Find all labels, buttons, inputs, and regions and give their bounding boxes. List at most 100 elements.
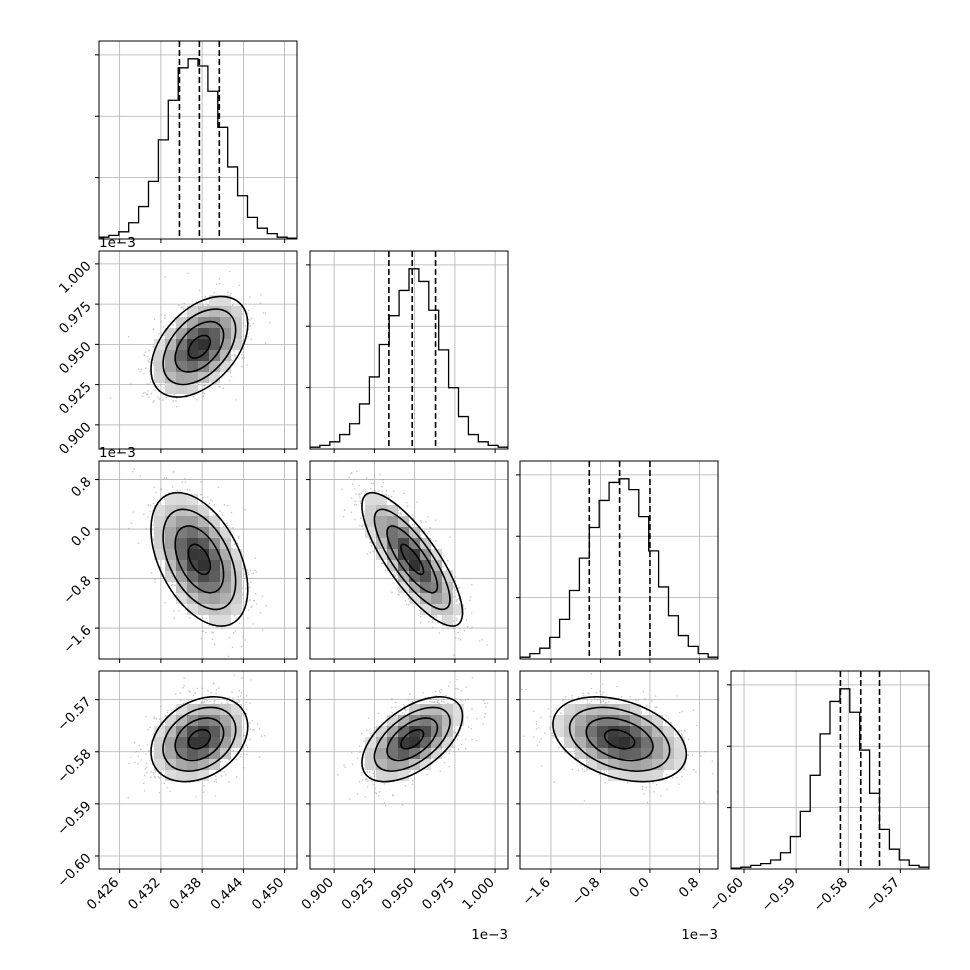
scatter-point [241, 357, 244, 359]
density-cell [220, 571, 231, 582]
scatter-point [142, 782, 145, 785]
density-cell [387, 505, 398, 516]
panel-plot-area [310, 461, 508, 659]
density-cell [154, 505, 165, 516]
contour-line [174, 525, 225, 594]
scatter-point [181, 481, 184, 483]
scatter-point [452, 627, 455, 630]
y-tick-label: 0.975 [56, 298, 95, 337]
density-cell [209, 549, 220, 560]
scatter-point [205, 698, 207, 701]
scatter-point [152, 502, 155, 505]
scatter-point [184, 609, 187, 611]
scatter-point [198, 289, 201, 292]
scatter-point [202, 304, 204, 307]
scatter-point [246, 746, 249, 749]
scatter-point [260, 294, 262, 296]
scatter-point [355, 503, 358, 506]
scatter-point [385, 489, 388, 492]
scatter-point [234, 630, 237, 632]
scatter-point [128, 527, 130, 530]
density-cell [198, 538, 209, 549]
scatter-point [398, 594, 400, 596]
scatter-point [247, 573, 250, 576]
scatter-point [248, 599, 251, 602]
scatter-point [163, 477, 166, 479]
contour-line [386, 525, 439, 594]
scatter-point [157, 396, 159, 398]
scatter-point [419, 615, 422, 618]
scatter-point [178, 304, 180, 306]
scatter-point [175, 400, 177, 402]
scatter-point [353, 504, 356, 506]
contour-line [162, 308, 237, 386]
scatter-point [184, 477, 186, 480]
density-cell [165, 505, 176, 516]
panel-1-1 [306, 250, 509, 453]
scatter-point [206, 304, 209, 307]
scatter-point [481, 639, 483, 641]
scatter-point [148, 396, 150, 399]
scatter-point [244, 325, 247, 327]
scatter-point [242, 618, 245, 621]
scatter-point [248, 586, 251, 589]
scatter-point [149, 510, 151, 513]
scatter-point [362, 490, 364, 492]
density-cell [409, 560, 420, 571]
density-cell [220, 593, 231, 604]
scatter-point [353, 488, 356, 490]
scatter-point [396, 573, 399, 576]
scatter-point [215, 382, 217, 385]
scatter-point [198, 383, 200, 385]
scatter-point [129, 383, 132, 385]
scatter-point [458, 637, 460, 640]
density-cell [376, 516, 387, 527]
scatter-point [265, 604, 267, 607]
scatter-point [398, 512, 400, 514]
density-cell [420, 560, 431, 571]
scatter-point [139, 370, 142, 373]
scatter-point [186, 488, 189, 491]
density-cell [398, 538, 409, 549]
scatter-point [230, 375, 233, 378]
scatter-point [466, 626, 469, 628]
density-cell [420, 582, 431, 593]
density-cell [209, 306, 220, 317]
scatter-point [228, 379, 231, 382]
scatter-point [455, 599, 458, 602]
density-cell [398, 571, 409, 582]
density-cell [187, 571, 198, 582]
scatter-point [363, 493, 366, 495]
scatter-point [182, 308, 185, 310]
scatter-point [160, 488, 163, 491]
scatter-point [221, 514, 224, 516]
scatter-point [170, 584, 173, 586]
scatter-point [232, 526, 234, 529]
scatter-point [174, 584, 176, 586]
panel-2-1 [306, 460, 509, 663]
scatter-point [435, 615, 437, 617]
density-cell [376, 505, 387, 516]
scatter-point [132, 511, 135, 513]
scatter-point [221, 627, 223, 630]
density-cell [387, 516, 398, 527]
scatter-point [394, 574, 396, 577]
scatter-point [391, 591, 393, 594]
scatter-point [147, 390, 149, 392]
density-cell [442, 571, 453, 582]
scatter-point [194, 692, 196, 695]
scatter-point [146, 744, 149, 746]
scatter-point [374, 490, 377, 492]
y-tick-label: 0.900 [56, 419, 95, 458]
contour-line [162, 508, 237, 611]
scatter-point [240, 691, 243, 694]
scatter-point [387, 494, 390, 497]
scatter-point [259, 612, 262, 614]
density-cell [209, 361, 220, 372]
density-cell [365, 494, 376, 505]
density-cell [220, 295, 231, 306]
scatter-point [407, 598, 410, 600]
scatter-point [435, 616, 438, 618]
scatter-point [425, 521, 427, 523]
